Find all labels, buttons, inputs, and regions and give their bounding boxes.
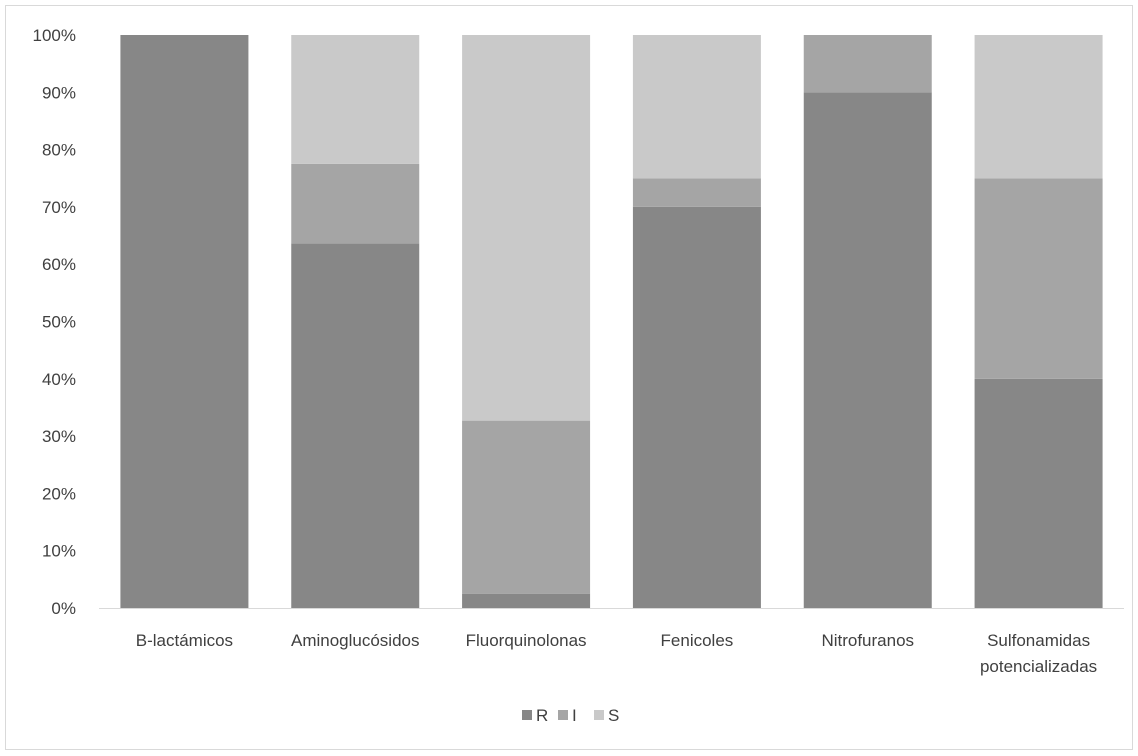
bar-segment-r xyxy=(803,92,932,609)
y-tick-label: 100% xyxy=(33,26,76,45)
y-tick-label: 80% xyxy=(42,141,76,160)
legend-label-r: R xyxy=(536,706,548,725)
bar-segment-s xyxy=(974,35,1103,179)
bar-segment-s xyxy=(632,35,761,179)
x-category-label: Nitrofuranos xyxy=(821,631,914,650)
legend-label-s: S xyxy=(608,706,619,725)
bar-segment-r xyxy=(974,378,1103,608)
bar-segment-s xyxy=(291,35,420,164)
bar-segment-s xyxy=(462,35,591,421)
bar-segment-r xyxy=(462,593,591,608)
x-axis-category-labels: B-lactámicos Aminoglucósidos Fluorquinolon… xyxy=(136,631,1097,676)
legend-swatch-s xyxy=(594,710,604,720)
x-category-label: Fenicoles xyxy=(661,631,734,650)
bar-segment-i xyxy=(632,178,761,207)
x-category-label: B-lactámicos xyxy=(136,631,233,650)
y-tick-label: 70% xyxy=(42,198,76,217)
y-tick-label: 60% xyxy=(42,255,76,274)
y-tick-label: 40% xyxy=(42,370,76,389)
x-category-label: Sulfonamidas potencializadas xyxy=(980,631,1097,676)
legend-label-i: I xyxy=(572,706,577,725)
y-tick-label: 20% xyxy=(42,484,76,503)
legend-swatch-r xyxy=(522,710,532,720)
bar-segment-i xyxy=(462,420,591,594)
legend-swatch-i xyxy=(558,710,568,720)
bars xyxy=(120,35,1103,609)
y-tick-label: 10% xyxy=(42,542,76,561)
bar-segment-i xyxy=(291,163,420,244)
x-category-label: Aminoglucósidos xyxy=(291,631,420,650)
y-tick-label: 90% xyxy=(42,83,76,102)
stacked-bar-chart: 0% 10% 20% 30% 40% 50% 60% 70% 80% 90% 100% B-lact… xyxy=(33,26,1124,725)
chart-frame: 0% 10% 20% 30% 40% 50% 60% 70% 80% 90% 100% B-lact… xyxy=(5,5,1133,750)
y-tick-label: 50% xyxy=(42,313,76,332)
y-axis-tick-labels: 0% 10% 20% 30% 40% 50% 60% 70% 80% 90% 100% xyxy=(33,26,76,618)
bar-segment-i xyxy=(803,35,932,93)
x-category-label: Fluorquinolonas xyxy=(466,631,587,650)
y-tick-label: 30% xyxy=(42,427,76,446)
bar-segment-i xyxy=(974,178,1103,379)
bar-segment-r xyxy=(120,35,249,608)
bar-segment-r xyxy=(291,243,420,608)
bar-segment-r xyxy=(632,206,761,608)
y-tick-label: 0% xyxy=(51,599,76,618)
